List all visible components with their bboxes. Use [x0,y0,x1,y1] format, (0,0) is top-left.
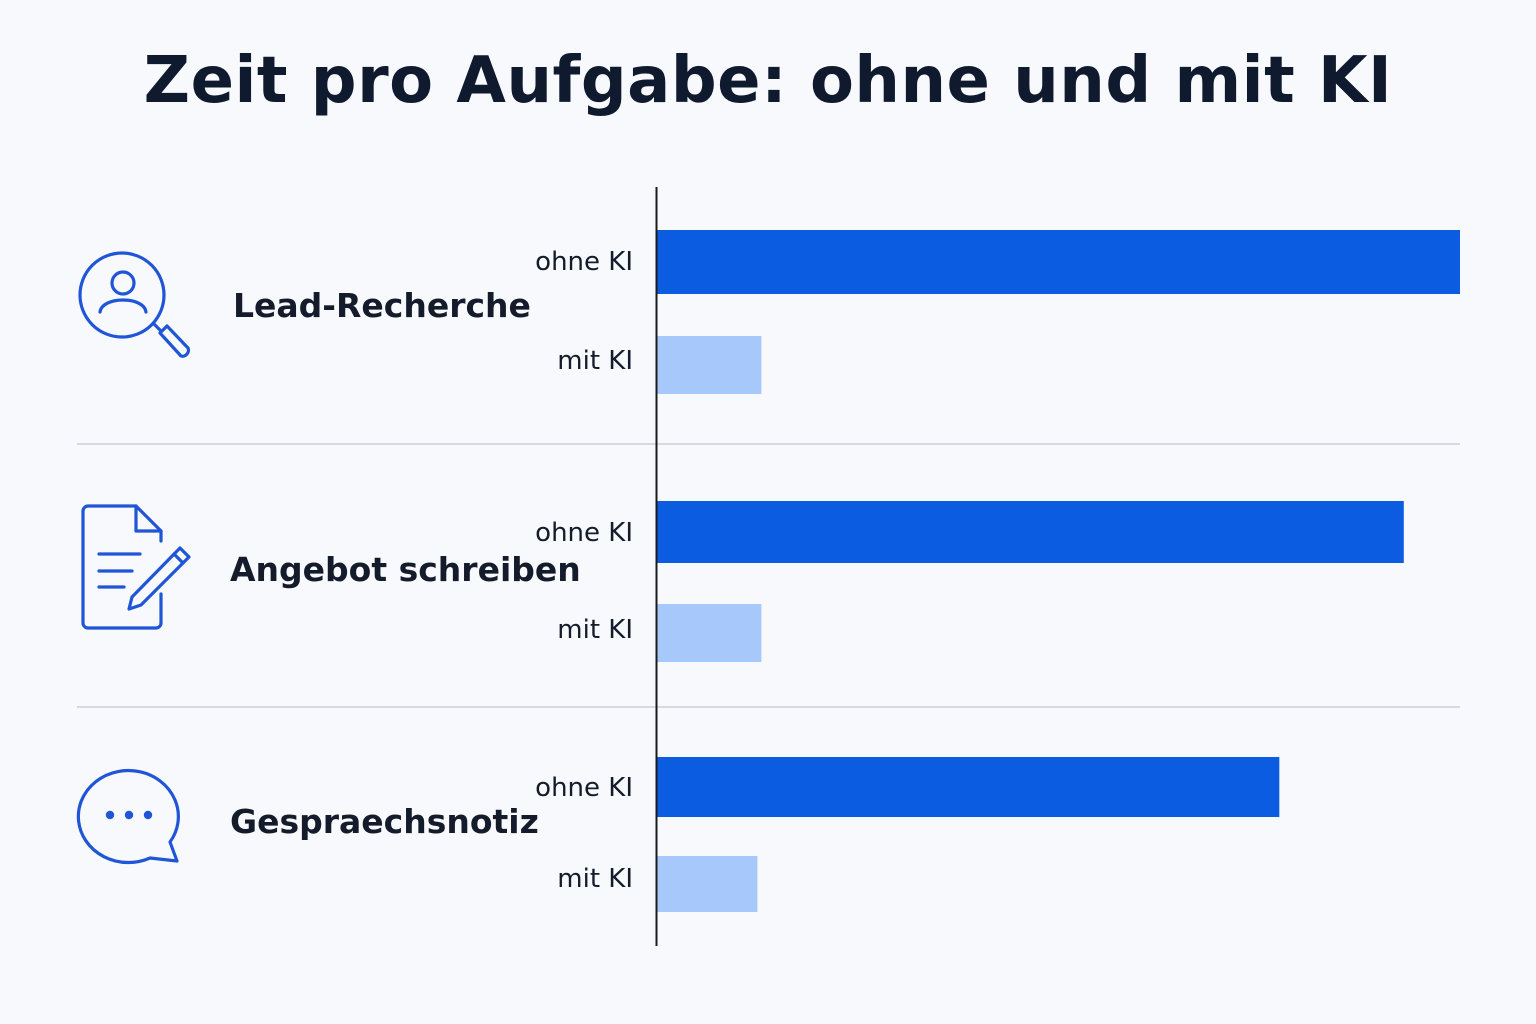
series-label-ohne: ohne KI [535,518,633,548]
category-label: Gespraechsnotiz [230,802,539,841]
bar-ohne-ki [657,230,1460,294]
series-label-mit: mit KI [557,346,633,376]
series-label-mit: mit KI [557,864,633,894]
category-label: Angebot schreiben [230,550,581,589]
chat-dots [105,810,153,820]
chart-title: Zeit pro Aufgabe: ohne und mit KI [143,44,1393,118]
series-label-ohne: ohne KI [535,773,633,803]
bar-ohne-ki [657,501,1404,563]
series-label-mit: mit KI [557,615,633,645]
bars-group [657,230,1460,912]
category-label: Lead-Recherche [233,286,531,325]
search-person-icon [78,251,190,358]
bar-mit-ki [657,856,758,912]
bar-ohne-ki [657,757,1280,817]
document-pen-icon [81,504,191,630]
bar-mit-ki [657,336,762,394]
bar-mit-ki [657,604,762,662]
series-label-ohne: ohne KI [535,247,633,277]
chat-bubble-icon [76,768,180,865]
